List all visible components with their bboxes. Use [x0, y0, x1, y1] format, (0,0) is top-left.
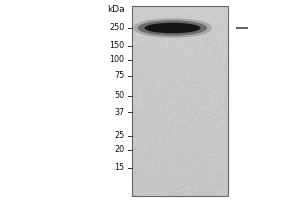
Ellipse shape	[145, 23, 201, 33]
Bar	[132, 6, 228, 196]
Text: 20: 20	[114, 146, 124, 154]
Text: kDa: kDa	[107, 5, 124, 15]
Text: 50: 50	[114, 92, 124, 100]
Text: 250: 250	[109, 23, 124, 32]
Text: 100: 100	[110, 55, 124, 64]
Ellipse shape	[133, 18, 212, 38]
Text: 75: 75	[114, 72, 124, 80]
Ellipse shape	[138, 20, 207, 36]
Text: 25: 25	[114, 132, 124, 140]
Text: 15: 15	[114, 164, 124, 172]
Text: 150: 150	[110, 42, 124, 50]
Text: 37: 37	[114, 108, 124, 116]
